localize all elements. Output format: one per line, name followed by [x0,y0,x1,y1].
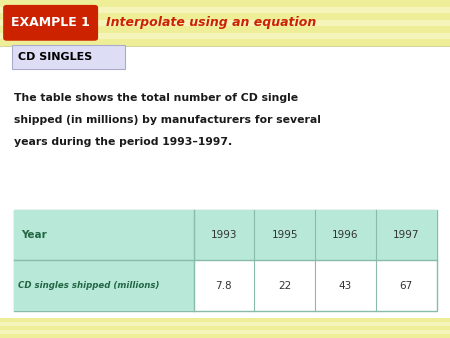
Bar [14,210,436,311]
Text: shipped (in millions) by manufacturers for several: shipped (in millions) by manufacturers f… [14,115,320,125]
Text: 1995: 1995 [271,230,298,240]
Bar [0,20,450,26]
Bar [0,330,450,334]
Bar [0,326,450,330]
Bar [0,318,450,322]
Bar [0,334,450,338]
Bar [0,13,450,20]
Text: Interpolate using an equation: Interpolate using an equation [106,16,316,29]
Text: 43: 43 [339,281,352,291]
Text: The table shows the total number of CD single: The table shows the total number of CD s… [14,93,297,103]
Text: 1997: 1997 [393,230,419,240]
Bar [0,6,450,13]
FancyBboxPatch shape [12,45,125,69]
Text: CD singles shipped (millions): CD singles shipped (millions) [18,281,159,290]
Text: 1996: 1996 [332,230,359,240]
Text: CD SINGLES: CD SINGLES [18,52,92,62]
Text: EXAMPLE 1: EXAMPLE 1 [11,16,90,29]
Text: Year: Year [22,230,47,240]
Bar [0,322,450,326]
Text: 67: 67 [400,281,413,291]
Bar [0,39,450,46]
Text: 7.8: 7.8 [216,281,232,291]
Bar [0,26,450,32]
Bar [14,260,194,311]
Bar [0,32,450,39]
Bar [14,210,436,260]
FancyBboxPatch shape [3,5,98,41]
Text: years during the period 1993–1997.: years during the period 1993–1997. [14,137,232,147]
Bar [0,0,450,6]
Text: 22: 22 [278,281,291,291]
Text: 1993: 1993 [211,230,237,240]
